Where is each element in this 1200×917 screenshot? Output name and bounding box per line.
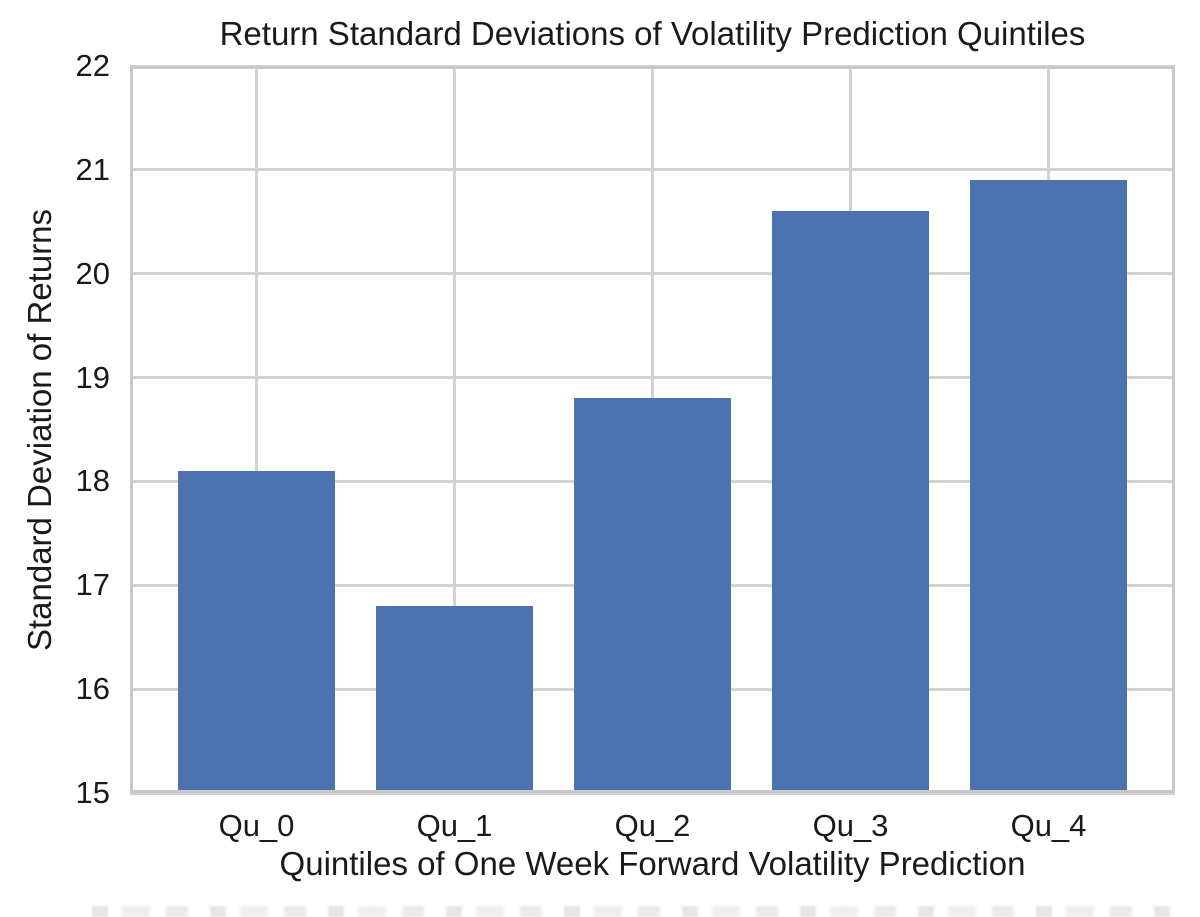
bar-Qu_1: [376, 606, 533, 793]
y-tick-label: 19: [75, 359, 110, 395]
y-tick-label: 15: [75, 775, 110, 810]
x-axis-label: Quintiles of One Week Forward Volatility…: [279, 845, 1026, 882]
y-axis-label: Standard Deviation of Returns: [21, 208, 58, 652]
y-tick-label: 21: [75, 151, 110, 187]
y-tick-label: 22: [75, 48, 110, 83]
x-tick-label: Qu_4: [1010, 808, 1087, 843]
plot-area: [130, 64, 1175, 795]
y-tick-label: 17: [75, 567, 110, 603]
y-tick-label: 18: [75, 463, 110, 499]
v-gridline: [255, 66, 258, 793]
bar-Qu_4: [970, 180, 1127, 793]
cropped-caption-artifact: [92, 906, 1172, 917]
x-tick-label: Qu_2: [614, 808, 691, 843]
x-tick-label: Qu_0: [218, 808, 295, 843]
x-tick-label: Qu_3: [812, 808, 889, 843]
h-gridline: [130, 791, 1175, 795]
x-tick-label: Qu_1: [416, 808, 493, 843]
bar-Qu_2: [574, 398, 731, 793]
bar-Qu_0: [178, 471, 335, 793]
y-tick-label: 16: [75, 671, 110, 707]
bar-Qu_3: [772, 211, 929, 793]
chart-title: Return Standard Deviations of Volatility…: [219, 15, 1086, 52]
y-tick-label: 20: [75, 255, 110, 291]
v-gridline: [453, 66, 456, 793]
